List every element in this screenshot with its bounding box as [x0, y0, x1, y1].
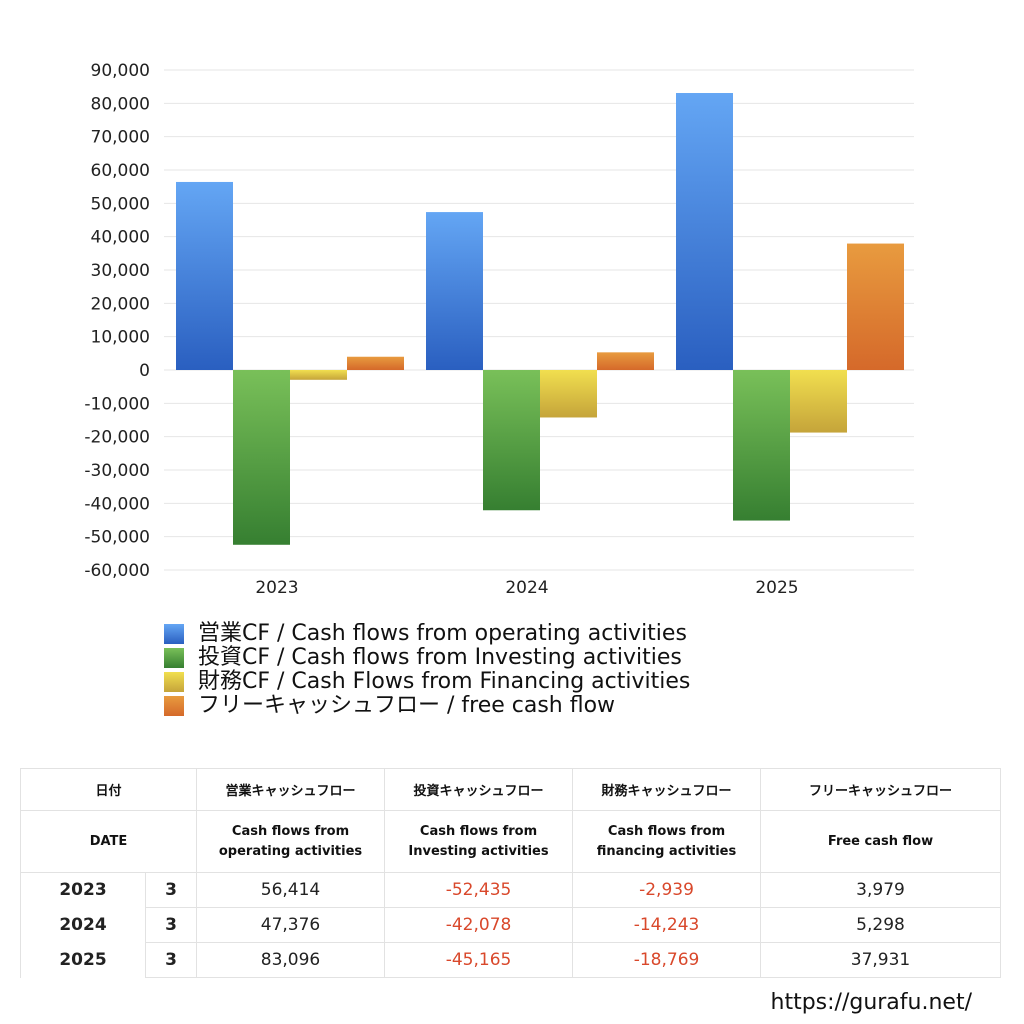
header-investing-jp: 投資キャッシュフロー	[384, 768, 574, 811]
y-tick-label: 30,000	[91, 261, 150, 281]
header-operating-jp: 営業キャッシュフロー	[196, 768, 386, 811]
header-date-en: DATE	[19, 810, 198, 873]
legend-item-free: フリーキャッシュフロー / free cash flow	[164, 694, 690, 718]
x-tick-label: 2025	[755, 578, 798, 598]
legend-swatch-financing	[164, 672, 184, 692]
row-year: 2023	[20, 872, 146, 908]
bar-investing-2023	[233, 370, 290, 545]
legend-label-investing: 投資CF / Cash flows from Investing activit…	[198, 645, 682, 670]
row-month: 3	[144, 942, 198, 978]
bar-financing-2024	[540, 370, 597, 418]
y-tick-label: 90,000	[91, 61, 150, 81]
legend-item-investing: 投資CF / Cash flows from Investing activit…	[164, 646, 690, 670]
y-tick-label: 10,000	[91, 328, 150, 348]
x-tick-label: 2023	[255, 578, 298, 598]
table-row: 2025 3 83,096 -45,165 -18,769 37,931	[20, 942, 1002, 978]
bars	[176, 93, 904, 545]
cell-investing: -52,435	[384, 872, 574, 908]
y-tick-label: 50,000	[91, 194, 150, 214]
bar-free-2025	[847, 243, 904, 370]
cell-financing: -2,939	[572, 872, 762, 908]
y-tick-label: 40,000	[91, 228, 150, 248]
header-date-jp: 日付	[19, 768, 198, 811]
bar-operating-2025	[676, 93, 733, 370]
y-tick-label: -40,000	[84, 494, 150, 514]
legend-swatch-free	[164, 696, 184, 716]
cash-flow-table: 日付 営業キャッシュフロー 投資キャッシュフロー 財務キャッシュフロー フリーキ…	[19, 768, 1002, 978]
legend-swatch-investing	[164, 648, 184, 668]
x-axis: 2023 2024 2025	[255, 578, 798, 598]
cash-flow-chart: 90,000 80,000 70,000 60,000 50,000 40,000 30,0…	[84, 61, 914, 598]
bar-operating-2023	[176, 181, 233, 370]
legend-item-financing: 財務CF / Cash Flows from Financing activit…	[164, 670, 690, 694]
y-tick-label: 60,000	[91, 161, 150, 181]
cell-investing: -42,078	[384, 907, 574, 943]
header-financing-en: Cash flows from financing activities	[572, 810, 762, 873]
row-year: 2024	[20, 907, 146, 943]
y-tick-label: 20,000	[91, 294, 150, 314]
y-axis: 90,000 80,000 70,000 60,000 50,000 40,000 30,0…	[84, 61, 150, 581]
cell-free: 3,979	[760, 872, 1002, 908]
y-tick-label: 0	[139, 361, 150, 381]
cell-operating: 83,096	[196, 942, 386, 978]
legend: 営業CF / Cash flows from operating activit…	[164, 622, 690, 718]
site-url[interactable]: https://gurafu.net/	[770, 990, 973, 1015]
bar-financing-2023	[290, 370, 347, 380]
bar-financing-2025	[790, 370, 847, 433]
header-financing-jp: 財務キャッシュフロー	[572, 768, 762, 811]
cell-free: 5,298	[760, 907, 1002, 943]
row-year: 2025	[20, 942, 146, 978]
cell-operating: 56,414	[196, 872, 386, 908]
cell-operating: 47,376	[196, 907, 386, 943]
bar-free-2023	[347, 356, 404, 370]
y-tick-label: 80,000	[91, 94, 150, 114]
y-tick-label: -20,000	[84, 428, 150, 448]
x-tick-label: 2024	[505, 578, 548, 598]
legend-label-free: フリーキャッシュフロー / free cash flow	[198, 693, 616, 718]
y-tick-label: -10,000	[84, 394, 150, 414]
y-tick-label: -30,000	[84, 461, 150, 481]
legend-item-operating: 営業CF / Cash flows from operating activit…	[164, 622, 690, 646]
cell-financing: -18,769	[572, 942, 762, 978]
header-free-jp: フリーキャッシュフロー	[760, 768, 1002, 811]
legend-label-financing: 財務CF / Cash Flows from Financing activit…	[198, 669, 691, 694]
header-operating-en: Cash flows from operating activities	[196, 810, 386, 873]
y-tick-label: -60,000	[84, 561, 150, 581]
bar-investing-2025	[733, 370, 790, 521]
row-month: 3	[144, 907, 198, 943]
row-month: 3	[144, 872, 198, 908]
cell-investing: -45,165	[384, 942, 574, 978]
cell-financing: -14,243	[572, 907, 762, 943]
header-free-en: Free cash flow	[760, 810, 1002, 873]
y-tick-label: 70,000	[91, 128, 150, 148]
header-investing-en: Cash flows from Investing activities	[384, 810, 574, 873]
bar-free-2024	[597, 352, 654, 370]
table-row: 2023 3 56,414 -52,435 -2,939 3,979	[20, 872, 1002, 908]
bar-investing-2024	[483, 370, 540, 511]
cell-free: 37,931	[760, 942, 1002, 978]
bar-operating-2024	[426, 212, 483, 370]
table-row: 2024 3 47,376 -42,078 -14,243 5,298	[20, 907, 1002, 943]
legend-label-operating: 営業CF / Cash flows from operating activit…	[198, 621, 687, 646]
y-tick-label: -50,000	[84, 528, 150, 548]
legend-swatch-operating	[164, 624, 184, 644]
